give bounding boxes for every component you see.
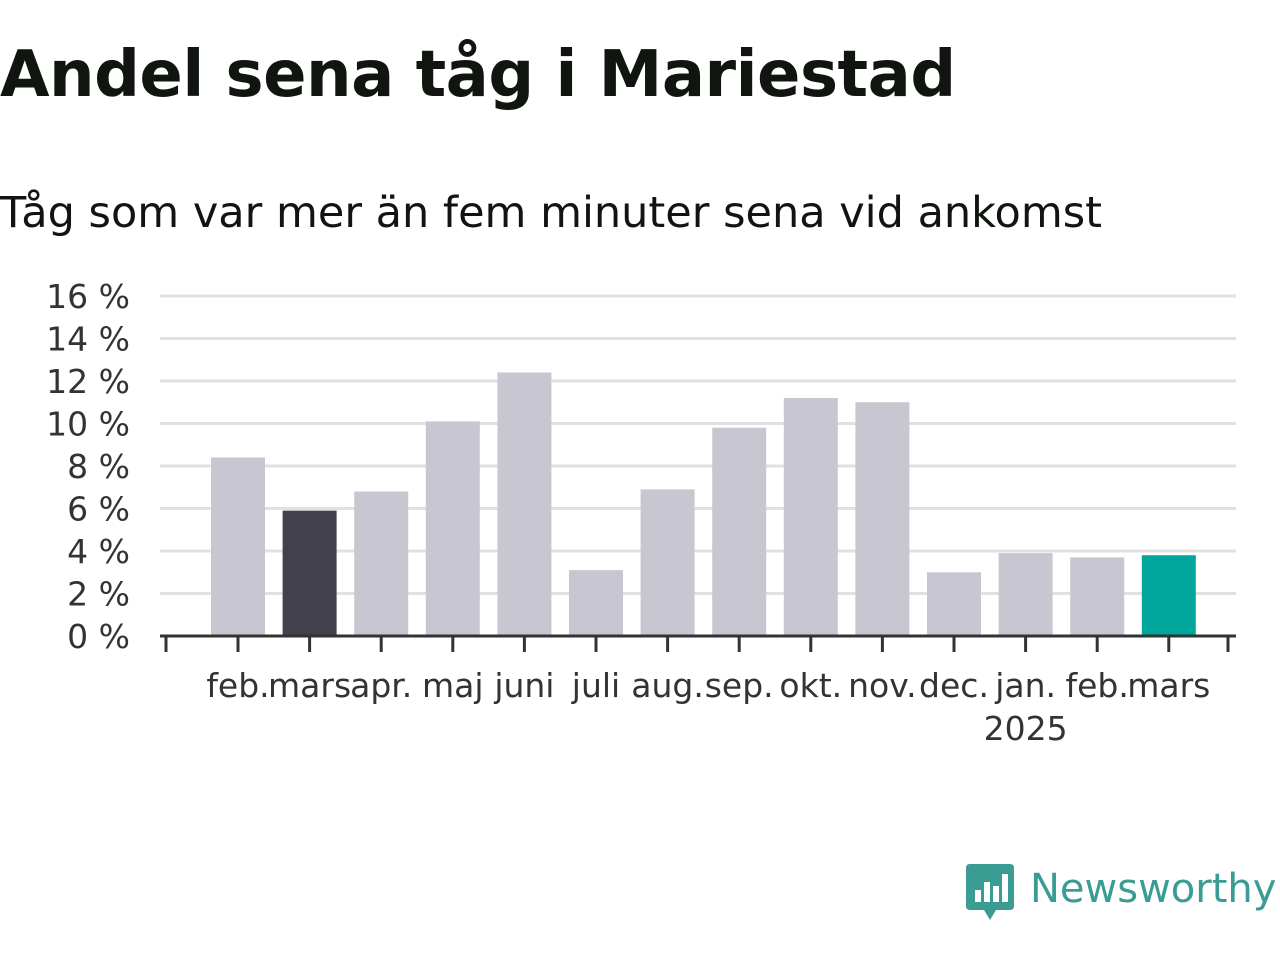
bar [712,427,767,636]
chart-title: Andel sena tåg i Mariestad [0,38,956,112]
newsworthy-logo-icon [966,864,1014,920]
year-label: 2025 [984,709,1068,748]
brand: Newsworthy [964,862,1276,928]
y-tick-label: 4 % [67,532,130,571]
x-tick-label: aug. [631,666,704,705]
chart-subtitle: Tåg som var mer än fem minuter sena vid … [0,188,1103,238]
x-tick-label: feb. [1066,666,1129,705]
x-tick-label: feb. [206,666,269,705]
x-axis [160,634,1236,652]
bar [282,510,337,636]
y-tick-label: 10 % [46,405,130,444]
bar [640,489,695,636]
y-tick-label: 8 % [67,447,130,486]
bars [211,372,1196,636]
y-tick-label: 2 % [67,575,130,614]
x-tick-label: mars [268,666,351,705]
bar [783,398,838,636]
y-tick-label: 0 % [67,617,130,656]
x-tick-label: dec. [919,666,989,705]
y-tick-label: 16 % [46,277,130,316]
bar [1070,557,1125,636]
y-axis-labels: 0 %2 % 4 %6 % 8 %10 % 12 %14 % 16 % [46,277,130,656]
brand-name: Newsworthy [1030,866,1277,912]
y-tick-label: 6 % [67,490,130,529]
bar [569,570,623,636]
y-tick-label: 12 % [46,362,130,401]
y-tick-label: 14 % [46,320,130,359]
x-tick-label: juli [571,666,620,705]
grid-layer [160,294,1236,595]
bar [497,372,552,636]
x-tick-label: maj [422,666,484,705]
bar [354,491,409,636]
x-tick-label: okt. [779,666,842,705]
bar [927,572,981,636]
bar [855,402,910,636]
bar [998,553,1053,636]
x-tick-label: apr. [350,666,412,705]
bar [1141,555,1196,636]
x-tick-label: mars [1127,666,1210,705]
x-tick-label: sep. [705,666,774,705]
bar [425,421,480,636]
x-tick-label: jan. [994,666,1056,705]
bar [211,457,265,636]
x-tick-label: nov. [848,666,917,705]
x-tick-label: juni [493,666,554,705]
